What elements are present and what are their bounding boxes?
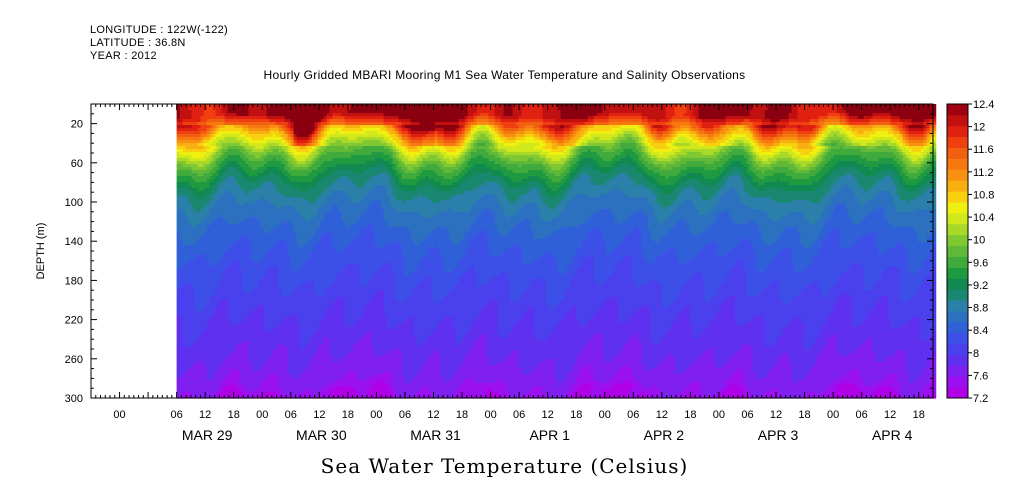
x-tick-label: 06 xyxy=(627,409,639,421)
y-tick-label: 140 xyxy=(65,236,83,248)
colorbar-band xyxy=(947,376,968,387)
colorbar-band xyxy=(947,333,968,344)
x-tick-label: 18 xyxy=(570,409,582,421)
colorbar-label: 8.4 xyxy=(973,325,988,337)
x-tick-label: 06 xyxy=(171,409,183,421)
colorbar-band xyxy=(947,126,968,137)
y-tick-label: 260 xyxy=(65,354,83,366)
colorbar-label: 10.8 xyxy=(973,189,994,201)
colorbar-band xyxy=(947,256,968,267)
x-tick-label: 18 xyxy=(913,409,925,421)
x-date-label: MAR 31 xyxy=(410,427,461,443)
chart-subtitle: Sea Water Temperature (Celsius) xyxy=(0,454,1009,478)
colorbar-band xyxy=(947,354,968,365)
x-tick-label: 00 xyxy=(713,409,725,421)
x-tick-label: 18 xyxy=(342,409,354,421)
x-tick-label: 06 xyxy=(741,409,753,421)
y-tick-label: 300 xyxy=(65,393,83,405)
colorbar-label: 12.4 xyxy=(973,99,994,111)
x-tick-label: 00 xyxy=(256,409,268,421)
x-date-label: APR 1 xyxy=(529,427,570,443)
colorbar-label: 12 xyxy=(973,122,985,134)
x-tick-label: 12 xyxy=(313,409,325,421)
colorbar-band xyxy=(947,191,968,202)
x-tick-label: 18 xyxy=(228,409,240,421)
colorbar-label: 7.6 xyxy=(973,370,988,382)
colorbar-band xyxy=(947,300,968,311)
x-tick-label: 06 xyxy=(399,409,411,421)
x-tick-label: 18 xyxy=(684,409,696,421)
x-date-label: MAR 29 xyxy=(182,427,233,443)
colorbar-label: 11.2 xyxy=(973,167,994,179)
x-tick-label: 00 xyxy=(599,409,611,421)
x-tick-label: 12 xyxy=(656,409,668,421)
colorbar-band xyxy=(947,224,968,235)
x-tick-label: 12 xyxy=(199,409,211,421)
colorbar-band xyxy=(947,322,968,333)
x-tick-label: 12 xyxy=(427,409,439,421)
x-tick-label: 06 xyxy=(513,409,525,421)
x-tick-label: 12 xyxy=(884,409,896,421)
x-tick-label: 00 xyxy=(484,409,496,421)
colorbar-band xyxy=(947,267,968,278)
colorbar-band xyxy=(947,180,968,191)
colorbar-band xyxy=(947,202,968,213)
colorbar-band xyxy=(947,158,968,169)
colorbar-label: 8.8 xyxy=(973,303,988,315)
x-date-label: APR 4 xyxy=(872,427,913,443)
colorbar-label: 11.6 xyxy=(973,144,994,156)
x-tick-label: 06 xyxy=(856,409,868,421)
x-date-label: MAR 30 xyxy=(296,427,347,443)
x-tick-label: 06 xyxy=(285,409,297,421)
y-axis-label: DEPTH (m) xyxy=(35,223,47,280)
x-tick-label: 12 xyxy=(770,409,782,421)
colorbar-band xyxy=(947,289,968,300)
colorbar-band xyxy=(947,278,968,289)
colorbar-label: 10 xyxy=(973,235,985,247)
colorbar-band xyxy=(947,387,968,398)
colorbar-band xyxy=(947,311,968,322)
x-date-label: APR 3 xyxy=(758,427,799,443)
x-tick-label: 18 xyxy=(456,409,468,421)
x-tick-label: 00 xyxy=(827,409,839,421)
x-date-label: APR 2 xyxy=(644,427,685,443)
x-tick-label: 00 xyxy=(113,409,125,421)
colorbar-band xyxy=(947,104,968,115)
colorbar-band xyxy=(947,115,968,126)
y-tick-label: 60 xyxy=(71,158,83,170)
y-tick-label: 20 xyxy=(71,119,83,131)
colorbar-band xyxy=(947,213,968,224)
x-tick-label: 12 xyxy=(542,409,554,421)
colorbar-label: 9.6 xyxy=(973,257,988,269)
colorbar: 12.4 12 11.6 11.2 10.8 10.4 10 9.6 9.2 8.8 8.4 8 7.6… xyxy=(947,99,994,405)
temperature-chart: 00 06 12 18 00 06 12 18 00 06 12 18 00 06 12 18 00 06 12 18… xyxy=(0,0,1009,504)
y-tick-label: 100 xyxy=(65,197,83,209)
colorbar-band xyxy=(947,344,968,355)
y-tick-label: 180 xyxy=(65,275,83,287)
x-tick-label: 18 xyxy=(798,409,810,421)
colorbar-band xyxy=(947,169,968,180)
colorbar-label: 7.2 xyxy=(973,393,988,405)
colorbar-label: 8 xyxy=(973,348,979,360)
y-tick-label: 220 xyxy=(65,315,83,327)
colorbar-band xyxy=(947,246,968,257)
colorbar-label: 10.4 xyxy=(973,212,994,224)
colorbar-band xyxy=(947,365,968,376)
colorbar-band xyxy=(947,137,968,148)
x-tick-label: 00 xyxy=(370,409,382,421)
heatmap-field xyxy=(177,104,937,399)
colorbar-band xyxy=(947,235,968,246)
colorbar-label: 9.2 xyxy=(973,280,988,292)
colorbar-band xyxy=(947,148,968,159)
